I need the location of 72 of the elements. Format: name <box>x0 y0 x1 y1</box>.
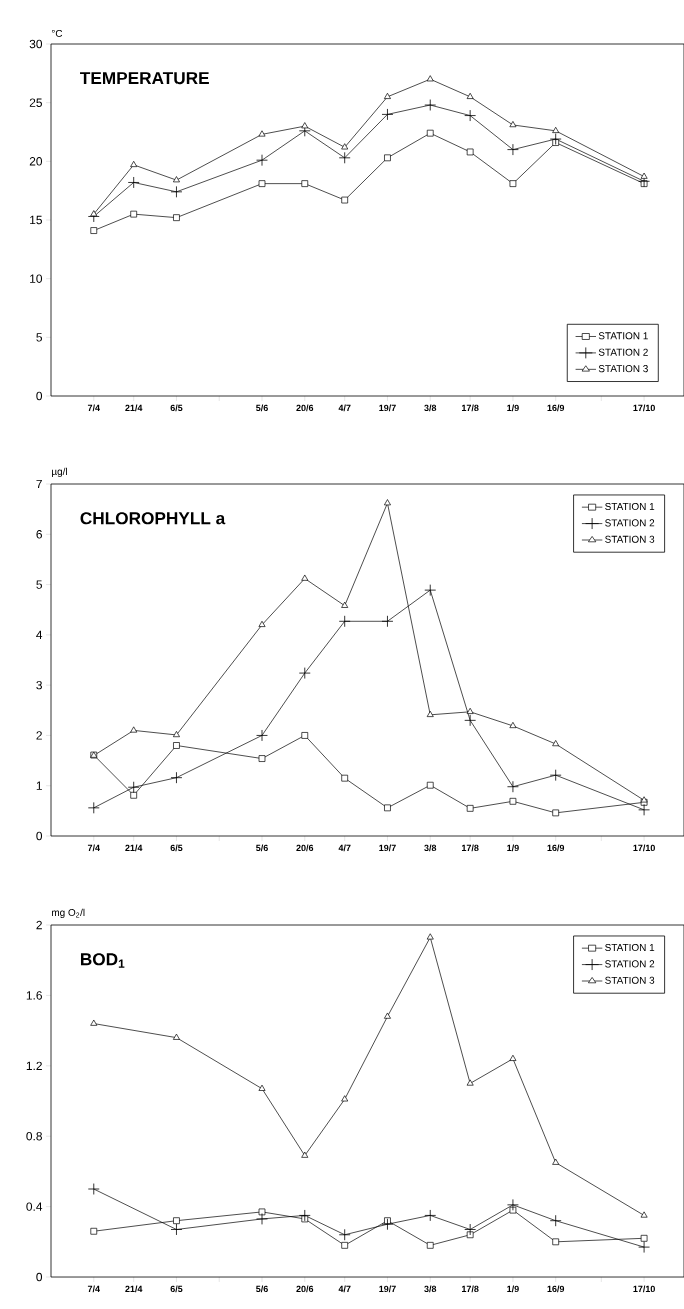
x-tick-label: 5/6 <box>256 1285 268 1293</box>
x-tick-label: 17/10 <box>633 1285 655 1293</box>
legend-label: STATION 2 <box>598 348 648 356</box>
x-tick-label: 16/9 <box>547 404 565 412</box>
y-tick-label: 5 <box>36 580 42 589</box>
x-tick-label: 16/9 <box>547 844 565 852</box>
x-tick-label: 21/4 <box>125 404 143 412</box>
x-tick-label: 4/7 <box>338 844 351 852</box>
x-tick-label: 17/8 <box>461 404 479 412</box>
y-tick-label: 0 <box>36 1272 43 1282</box>
x-tick-label: 6/5 <box>170 844 183 852</box>
y-tick-label: 20 <box>29 157 43 166</box>
legend-label: STATION 1 <box>605 943 655 951</box>
y-tick-label: 2 <box>36 731 42 740</box>
x-tick-label: 17/10 <box>633 404 655 412</box>
x-tick-label: 3/8 <box>424 844 437 852</box>
y-tick-label: 1.2 <box>26 1061 42 1070</box>
x-tick-label: 21/4 <box>125 1285 143 1293</box>
x-tick-label: 5/6 <box>256 844 268 852</box>
y-tick-label: 0 <box>36 391 43 401</box>
x-tick-label: 6/5 <box>170 404 183 412</box>
x-tick-label: 1/9 <box>507 844 519 852</box>
x-tick-label: 4/7 <box>338 404 351 412</box>
x-tick-label: 7/4 <box>87 1285 100 1293</box>
x-tick-label: 1/9 <box>507 404 519 412</box>
x-tick-label: 7/4 <box>87 844 100 852</box>
x-tick-label: 20/6 <box>296 844 314 852</box>
y-axis-title: °C <box>51 29 63 37</box>
x-tick-label: 20/6 <box>296 1285 314 1293</box>
y-tick-label: 15 <box>30 215 42 225</box>
text: BOD$_{1}$ <box>80 953 125 968</box>
y-tick-label: 4 <box>36 630 43 639</box>
x-tick-label: 19/7 <box>379 1285 396 1293</box>
y-axis-title: mg O$_{2}$/l <box>52 908 85 918</box>
x-tick-label: 19/7 <box>379 844 396 852</box>
legend-label: STATION 2 <box>605 519 655 527</box>
y-tick-label: 0.8 <box>26 1131 42 1141</box>
text: TEMPERATURE <box>80 72 209 85</box>
text: CHLOROPHYLL a <box>80 512 226 525</box>
y-tick-label: 5 <box>36 333 42 342</box>
legend-label: STATION 1 <box>598 332 648 340</box>
x-tick-label: 21/4 <box>125 844 143 852</box>
y-tick-label: 0.4 <box>26 1202 43 1211</box>
x-tick-label: 17/8 <box>461 844 479 852</box>
y-tick-label: 25 <box>29 98 42 107</box>
y-tick-label: 7 <box>36 479 42 489</box>
x-tick-label: 19/7 <box>379 404 396 412</box>
y-tick-label: 3 <box>36 680 42 690</box>
legend-label: STATION 1 <box>605 502 655 510</box>
x-tick-label: 17/8 <box>461 1285 479 1293</box>
y-tick-label: 1 <box>36 781 42 790</box>
x-tick-label: 17/10 <box>633 844 655 852</box>
legend-label: STATION 2 <box>605 960 655 968</box>
y-tick-label: 1.6 <box>26 991 42 1000</box>
legend-label: STATION 3 <box>605 976 655 984</box>
x-tick-label: 3/8 <box>424 1285 437 1293</box>
y-axis-title: µg/l <box>52 467 67 477</box>
legend-label: STATION 3 <box>605 535 655 543</box>
x-tick-label: 6/5 <box>170 1285 183 1293</box>
legend-label: STATION 3 <box>598 365 648 373</box>
y-tick-label: 2 <box>36 920 42 930</box>
y-tick-label: 6 <box>36 530 42 539</box>
x-tick-label: 7/4 <box>87 404 100 412</box>
x-tick-label: 4/7 <box>338 1285 351 1293</box>
x-tick-label: 5/6 <box>256 404 268 412</box>
x-tick-label: 1/9 <box>507 1285 519 1293</box>
x-tick-label: 20/6 <box>296 404 314 412</box>
y-tick-label: 0 <box>36 831 43 841</box>
x-tick-label: 16/9 <box>547 1285 565 1293</box>
y-tick-label: 30 <box>29 39 43 49</box>
y-tick-label: 10 <box>30 274 43 283</box>
x-tick-label: 3/8 <box>424 404 437 412</box>
